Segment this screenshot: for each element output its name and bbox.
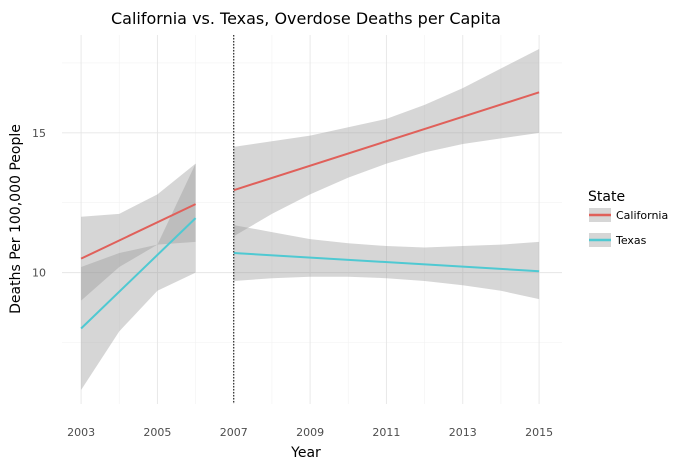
series-line — [233, 91, 540, 192]
series-line — [80, 217, 197, 330]
legend-label: California — [616, 209, 668, 222]
y-tick-labels: 10 15 — [32, 127, 46, 280]
series-line — [233, 252, 540, 273]
x-axis-title: Year — [290, 445, 321, 461]
y-axis-title: Deaths Per 100,000 People — [8, 124, 24, 314]
chart-title: California vs. Texas, Overdose Deaths pe… — [111, 9, 501, 28]
series-line — [80, 203, 197, 260]
x-tick-label: 2005 — [143, 426, 171, 439]
x-tick-label: 2009 — [296, 426, 324, 439]
y-tick-label: 15 — [32, 127, 46, 140]
legend: State California Texas — [588, 189, 668, 247]
x-tick-label: 2007 — [220, 426, 248, 439]
confidence-band — [81, 163, 196, 391]
x-tick-label: 2015 — [525, 426, 553, 439]
legend-label: Texas — [615, 234, 647, 247]
legend-title: State — [588, 189, 625, 205]
x-tick-label: 2003 — [67, 426, 95, 439]
confidence-band — [233, 48, 540, 237]
y-tick-label: 10 — [32, 267, 46, 280]
x-tick-label: 2011 — [372, 426, 400, 439]
x-tick-labels: 2003 2005 2007 2009 2011 2013 2015 — [67, 426, 553, 439]
series-lines — [80, 91, 540, 330]
x-tick-label: 2013 — [449, 426, 477, 439]
